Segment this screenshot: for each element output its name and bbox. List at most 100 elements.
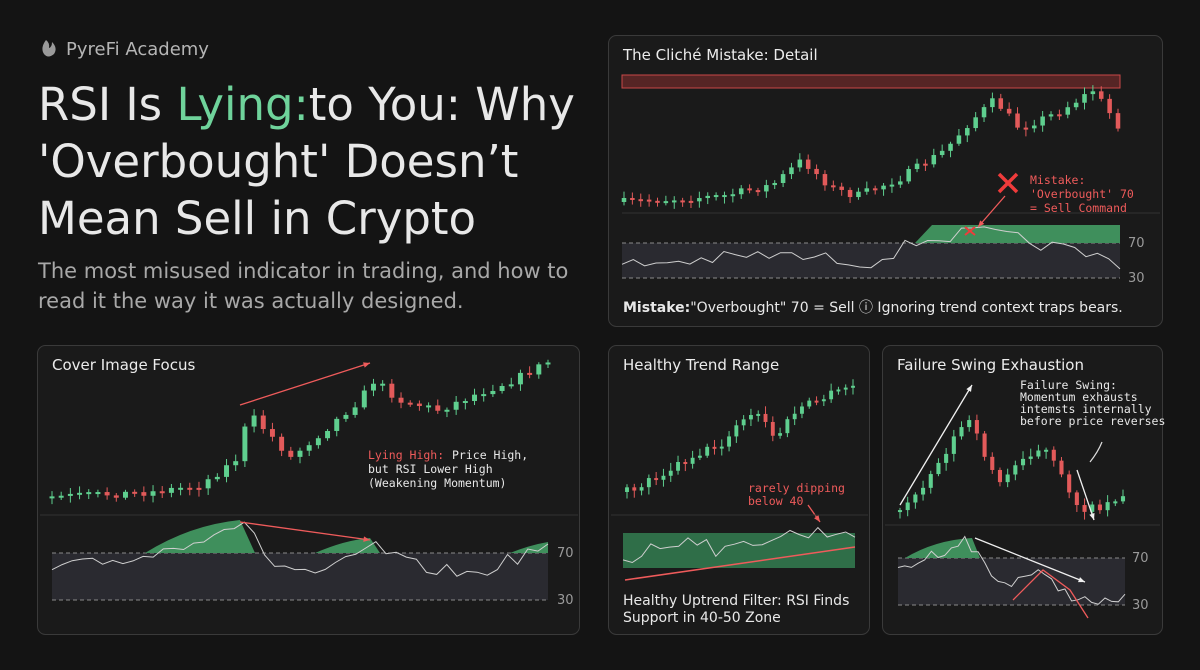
candle-body: [923, 163, 928, 166]
caption: Healthy Uptrend Filter: RSI Finds: [623, 593, 849, 609]
candle-body: [104, 492, 110, 496]
candle-body: [778, 433, 783, 436]
candle-body: [508, 384, 514, 387]
candle-body: [646, 478, 651, 488]
candle-body: [959, 427, 964, 437]
candle-body: [150, 491, 156, 496]
candle-body: [632, 487, 637, 491]
arrow-head: [978, 220, 985, 227]
candle-body: [792, 413, 797, 420]
candle-body: [663, 201, 669, 204]
annotation: intemsts internally: [1020, 402, 1152, 416]
candle-body: [1032, 125, 1037, 129]
candle-body: [780, 174, 786, 184]
candle-body: [1048, 114, 1054, 117]
candle-body: [843, 387, 848, 390]
arrow-head: [1089, 513, 1095, 520]
candle-body: [1067, 474, 1072, 493]
candle-body: [380, 383, 386, 386]
candle-body: [1098, 91, 1104, 99]
candle-body: [315, 438, 321, 446]
candle-body: [178, 487, 184, 490]
candle-body: [1074, 492, 1079, 506]
candle-body: [371, 383, 376, 391]
candle-body: [352, 407, 358, 415]
candle-body: [621, 198, 627, 202]
candle-body: [630, 198, 635, 201]
rsi-label: 70: [1132, 551, 1149, 566]
rsi-line: [897, 535, 1126, 605]
rsi-line: [621, 226, 1121, 270]
candle-body: [974, 420, 979, 434]
candle-body: [49, 496, 55, 499]
candle-body: [1051, 449, 1056, 461]
support-zone: [623, 533, 855, 568]
candle-body: [472, 394, 477, 402]
x-mark: [964, 226, 976, 236]
candle-body: [881, 185, 886, 190]
candle-body: [1005, 474, 1010, 483]
candle-body: [851, 385, 855, 388]
flame-icon: [42, 40, 56, 57]
annotation: before price reverses: [1020, 414, 1165, 428]
candle-body: [453, 401, 459, 410]
candle-body: [517, 372, 523, 385]
candle-body: [481, 394, 487, 397]
candle-body: [407, 402, 413, 405]
rsi-line: [622, 526, 856, 564]
candle-body: [214, 476, 220, 480]
candle-body: [269, 429, 275, 437]
candle-body: [325, 430, 331, 439]
candle-body: [898, 181, 903, 185]
candle-body: [1090, 504, 1095, 512]
candle-body: [668, 470, 673, 476]
candle-body: [416, 403, 422, 406]
candle-body: [712, 446, 717, 449]
candle-body: [822, 174, 828, 186]
candle-body: [58, 495, 64, 498]
candle-body: [805, 159, 811, 169]
caption: Mistake:"Overbought" 70 = Sell ⓘ Ignorin…: [623, 300, 1123, 316]
overbought-area: [915, 225, 1120, 243]
candle-body: [306, 445, 312, 451]
annotation: (Weakening Momentum): [368, 476, 506, 490]
arrow: [1076, 469, 1095, 521]
candle-body: [705, 195, 710, 199]
arrow: [977, 195, 1006, 228]
overbought-zone: [621, 74, 1121, 89]
candle-body: [680, 200, 685, 203]
candle-body: [764, 185, 769, 192]
rsi-label: 30: [1132, 598, 1149, 613]
candle-body: [847, 189, 853, 198]
candle-body: [260, 415, 266, 430]
candle-body: [1015, 113, 1020, 128]
candle-body: [931, 155, 937, 165]
failure-swing: [1012, 569, 1089, 619]
candle-body: [914, 163, 920, 170]
candle-body: [132, 491, 138, 494]
candle-body: [814, 168, 819, 175]
candle-body: [928, 474, 933, 488]
candle-body: [829, 390, 834, 400]
candle-body: [95, 492, 101, 495]
candle-body: [1036, 450, 1041, 457]
candle-body: [831, 185, 836, 188]
arrow: [239, 521, 371, 541]
arrow: [239, 362, 371, 406]
candle-body: [676, 462, 680, 471]
candle-body: [1013, 465, 1018, 475]
candle-body: [1073, 102, 1079, 108]
candle-body: [738, 188, 744, 195]
candle-body: [343, 414, 349, 419]
candle-body: [490, 390, 496, 395]
rsi-band: [622, 243, 1120, 278]
annotation: 'Overbought' 70: [1030, 187, 1134, 201]
candle-body: [1044, 449, 1049, 452]
candle-body: [646, 199, 652, 202]
candle-body: [967, 420, 972, 428]
rsi-label: 70: [557, 546, 574, 561]
candle-body: [625, 487, 629, 492]
annotation: Failure Swing:: [1020, 378, 1117, 392]
candle-body: [242, 426, 248, 462]
annotation: below 40: [748, 494, 803, 508]
